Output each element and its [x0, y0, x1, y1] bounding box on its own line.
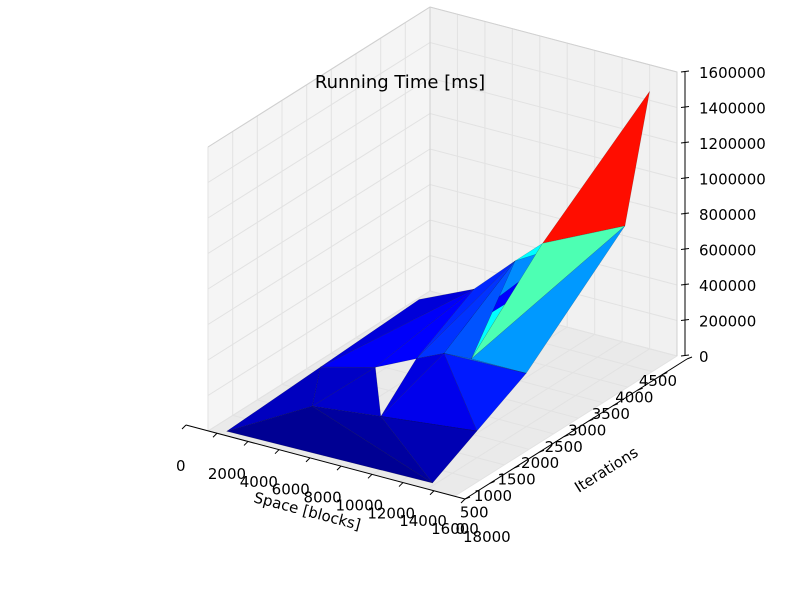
y-tick-label: 4500	[639, 372, 677, 390]
y-tick-label: 2000	[521, 454, 559, 472]
x-tick-mark	[367, 473, 373, 479]
y-tick-mark	[464, 496, 471, 500]
y-tick-mark	[612, 403, 619, 407]
x-tick-mark	[274, 449, 280, 455]
z-tick-mark	[680, 106, 690, 108]
z-tick-mark	[680, 354, 690, 357]
surface-face	[443, 353, 527, 374]
y-tick-label: 0	[455, 520, 465, 538]
y-tick-label: 3000	[568, 421, 606, 439]
x-tick-label: 4000	[240, 473, 278, 491]
x-tick-label: 2000	[208, 465, 246, 483]
x-axis-line	[185, 424, 466, 500]
z-tick-mark	[680, 283, 690, 286]
x-tick-mark	[181, 424, 187, 430]
x-tick-label: 6000	[272, 481, 310, 499]
y-tick-label: 500	[460, 504, 489, 522]
surface-face	[471, 225, 626, 374]
x-tick-mark	[212, 432, 218, 438]
y-tick-mark	[662, 372, 668, 376]
x-tick-mark	[243, 441, 249, 446]
z-tick-label: 200000	[699, 313, 756, 331]
x-tick-label: 12000	[367, 504, 415, 522]
x-tick-label: 10000	[335, 496, 383, 514]
x-tick-label: 18000	[463, 528, 511, 546]
x-tick-mark	[336, 465, 342, 471]
surface-face	[380, 353, 445, 417]
chart-title: Running Time [ms]	[314, 72, 486, 93]
z-tick-label: 0	[699, 348, 709, 366]
z-tick-label: 800000	[699, 206, 756, 224]
z-tick-mark	[680, 141, 690, 144]
z-tick-mark	[680, 248, 690, 250]
z-tick-mark	[680, 70, 690, 73]
y-tick-label: 2500	[545, 438, 583, 456]
y-tick-mark	[538, 449, 545, 453]
z-tick-mark	[680, 319, 690, 321]
y-tick-label: 4000	[615, 388, 653, 406]
z-tick-label: 600000	[699, 242, 756, 260]
y-tick-mark	[563, 434, 569, 438]
surface-face	[471, 225, 626, 360]
surface-face	[226, 406, 433, 484]
surface-face	[312, 367, 381, 417]
x-tick-label: 16000	[431, 520, 479, 538]
x-tick-mark	[429, 490, 435, 496]
surface-face	[380, 416, 478, 484]
y-tick-mark	[489, 480, 495, 484]
x-tick-label: 0	[176, 457, 186, 475]
x-tick-mark	[460, 498, 466, 504]
y-tick-mark	[637, 387, 643, 391]
z-tick-label: 1200000	[699, 135, 766, 153]
y-tick-label: 3500	[592, 405, 630, 423]
y-tick-label: 1000	[474, 487, 512, 505]
z-tick-label: 1600000	[699, 64, 766, 82]
z-tick-label: 1400000	[699, 100, 766, 118]
z-tick-mark	[680, 177, 690, 179]
x-tick-label: 14000	[399, 512, 447, 530]
y-tick-mark	[514, 465, 520, 469]
z-tick-label: 400000	[699, 277, 756, 295]
surface-plot	[226, 91, 650, 484]
x-tick-mark	[398, 482, 404, 487]
y-tick-label: 1500	[497, 471, 535, 489]
surface-face	[375, 288, 475, 368]
pane-edge	[207, 6, 678, 356]
y-tick-mark	[686, 356, 693, 360]
x-tick-mark	[305, 457, 311, 463]
x-tick-label: 8000	[304, 489, 342, 507]
y-tick-mark	[588, 418, 594, 422]
axis-ticks: 0 200040006000800010000120001400016000180…	[176, 64, 766, 546]
z-tick-mark	[680, 212, 690, 215]
y-axis-line	[464, 358, 688, 500]
z-tick-label: 1000000	[699, 171, 766, 189]
